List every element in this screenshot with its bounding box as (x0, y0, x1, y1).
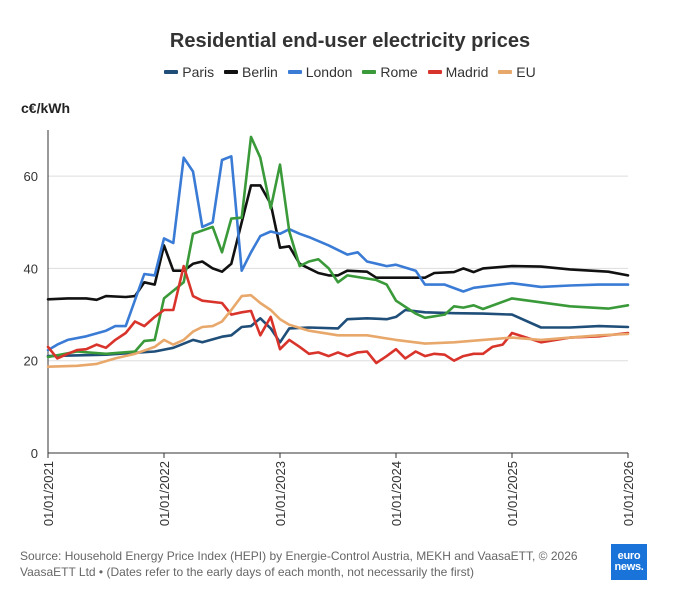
legend-item-madrid[interactable]: Madrid (427, 64, 489, 80)
series-line-rome (46, 135, 630, 359)
legend-item-eu[interactable]: EU (498, 64, 536, 80)
legend-swatch-rome (362, 70, 377, 74)
legend-swatch-london (287, 70, 302, 74)
series-line-eu (46, 293, 630, 368)
legend-label-rome: Rome (380, 64, 418, 80)
euronews-logo: euro news. (611, 544, 647, 580)
series-line-london (46, 155, 630, 352)
legend-item-berlin[interactable]: Berlin (224, 64, 278, 80)
legend-swatch-eu (498, 70, 513, 74)
legend-item-rome[interactable]: Rome (362, 64, 418, 80)
y-tick-label: 60 (24, 169, 38, 184)
legend: Paris Berlin London Rome Madrid EU (0, 61, 700, 80)
legend-swatch-madrid (427, 70, 442, 74)
logo-text-bottom: news. (614, 561, 644, 573)
legend-label-eu: EU (516, 64, 536, 80)
line-chart: 0 20 40 60 01/01/2021 01/01/2022 01/01/2023 01/… (24, 130, 636, 526)
legend-label-london: London (305, 64, 353, 80)
x-tick-label: 01/01/2021 (41, 461, 56, 526)
logo-text-top: euro (617, 550, 641, 562)
legend-label-madrid: Madrid (445, 64, 489, 80)
legend-swatch-berlin (224, 70, 239, 74)
series-line-paris (46, 308, 630, 358)
x-tick-label: 01/01/2024 (389, 461, 404, 526)
legend-label-berlin: Berlin (242, 64, 278, 80)
legend-swatch-paris (164, 70, 179, 74)
y-tick-label: 40 (24, 261, 38, 276)
x-tick-label: 01/01/2026 (621, 461, 636, 526)
y-tick-label: 0 (31, 446, 38, 461)
x-tick-label: 01/01/2025 (505, 461, 520, 526)
legend-item-paris[interactable]: Paris (164, 64, 214, 80)
source-note: Source: Household Energy Price Index (HE… (20, 549, 578, 579)
legend-label-paris: Paris (182, 64, 215, 80)
series-line-berlin (46, 184, 630, 302)
y-axis-unit-label: c€/kWh (21, 100, 71, 116)
x-tick-label: 01/01/2022 (157, 461, 172, 526)
series-line-madrid (46, 264, 630, 365)
x-tick-label: 01/01/2023 (273, 461, 288, 526)
legend-item-london[interactable]: London (287, 64, 353, 80)
chart-title: Residential end-user electricity prices (169, 30, 531, 52)
y-tick-label: 20 (24, 354, 38, 369)
